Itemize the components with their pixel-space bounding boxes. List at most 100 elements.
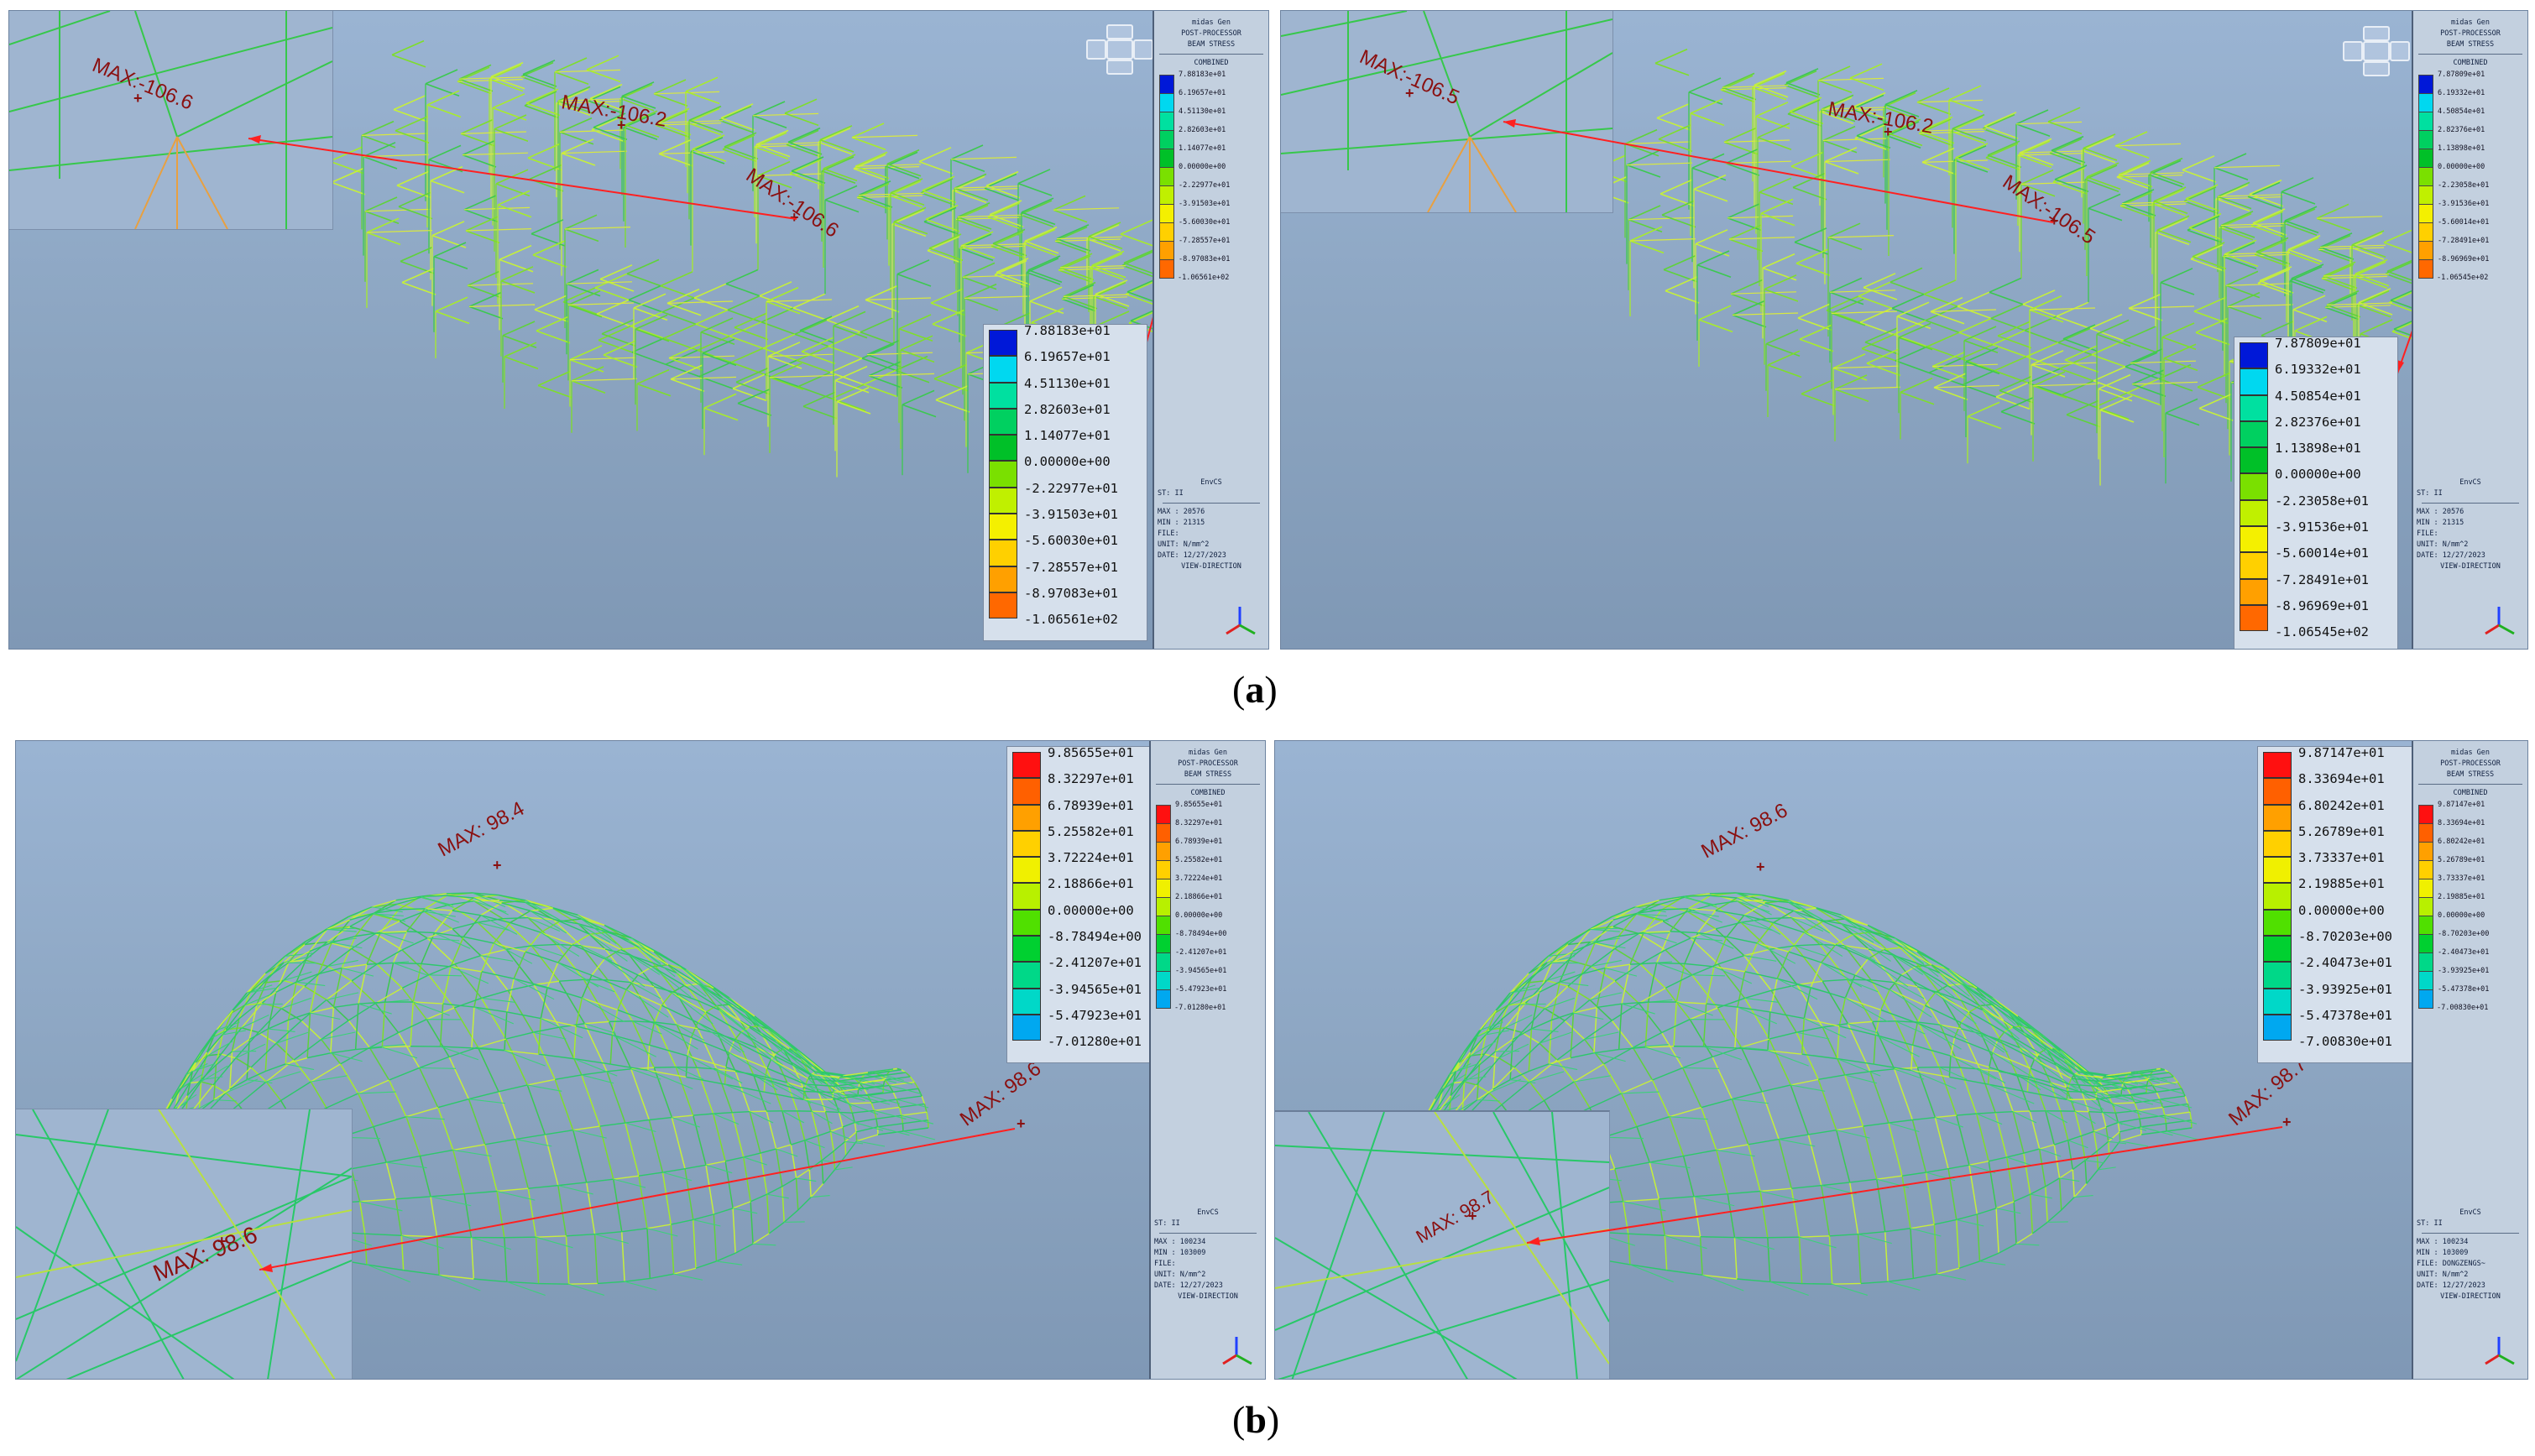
legend-row: -3.91503e+01 (989, 507, 1140, 540)
legend-row: 0.00000e+00 (2240, 467, 2391, 500)
legend-swatch (2240, 473, 2268, 500)
legend-swatch (2263, 752, 2292, 779)
mini-legend-value: 6.19332e+01 (2438, 89, 2485, 97)
legend-row: 6.19332e+01 (2240, 362, 2391, 395)
legend-value: -5.47923e+01 (1048, 1007, 1142, 1023)
legend-swatch (2240, 552, 2268, 579)
legend-swatch (2263, 857, 2292, 884)
mini-legend-swatch: -3.91503e+01 (1159, 200, 1230, 223)
max-element: MAX : 100234 (2417, 1238, 2469, 1246)
legend-row: -2.40473e+01 (2263, 955, 2414, 989)
loadcase: EnvCS (2459, 478, 2481, 487)
legend-value: -2.22977e+01 (1024, 480, 1118, 496)
viewport-a-right[interactable]: MAX:-106.5 + MAX:-106.2 + MAX:-106.5 + 7… (1280, 10, 2528, 650)
viewport-b-left[interactable]: MAX: 98.4 + MAX: 98.6 + MAX: 98.6 + 9.85… (15, 740, 1266, 1380)
legend-row: -7.28491e+01 (2240, 572, 2391, 605)
legend-row: 4.51130e+01 (989, 376, 1140, 409)
legend-value: -3.91503e+01 (1024, 507, 1118, 523)
legend-row: -5.47923e+01 (1012, 1008, 1163, 1041)
loadcase: EnvCS (1197, 1208, 1219, 1217)
legend-value: -1.06545e+02 (2275, 624, 2369, 640)
legend-row: -7.00830e+01 (2263, 1034, 2414, 1057)
mini-legend-value: 2.82603e+01 (1179, 126, 1226, 134)
mini-legend-swatch: -2.22977e+01 (1159, 181, 1230, 205)
date: DATE: 12/27/2023 (2417, 1281, 2485, 1290)
max-marker: + (790, 209, 799, 226)
mini-legend: 9.87147e+01 8.33694e+01 6.80242e+01 5.26789… (2418, 801, 2489, 1012)
date: DATE: 12/27/2023 (1154, 1281, 1223, 1290)
app-name: midas Gen (1191, 18, 1231, 27)
legend-row: 5.25582e+01 (1012, 824, 1163, 858)
legend-value: 2.19885e+01 (2298, 876, 2385, 892)
max-marker: + (1756, 858, 1765, 875)
result-type: BEAM STRESS (1187, 40, 1236, 49)
legend-row: -3.93925e+01 (2263, 982, 2414, 1015)
mini-legend-value: -8.96969e+01 (2438, 255, 2490, 264)
mini-legend-swatch: -8.70203e+00 (2418, 930, 2489, 953)
legend-row: -7.28557e+01 (989, 560, 1140, 592)
viewport-b-right[interactable]: MAX: 98.6 + MAX: 98.7 + MAX: 98.7 + 9.87… (1274, 740, 2528, 1380)
legend-swatch (2240, 578, 2268, 605)
legend-swatch (989, 435, 1017, 462)
loadcase: EnvCS (2459, 1208, 2481, 1217)
view-direction: VIEW-DIRECTION (1178, 1292, 1238, 1301)
view-navigation-cube[interactable] (2343, 26, 2410, 76)
mini-legend-swatch: 7.87809e+01 (2418, 70, 2485, 94)
legend-row: 1.14077e+01 (989, 428, 1140, 462)
mini-legend: 9.85655e+01 8.32297e+01 6.78939e+01 5.25582… (1156, 801, 1226, 1012)
legend-swatch (1012, 857, 1041, 884)
unit: UNIT: N/mm^2 (1154, 1271, 1206, 1279)
legend-swatch (2263, 936, 2292, 963)
mini-legend-value: 0.00000e+00 (1175, 911, 1223, 920)
mini-legend-value: -7.00830e+01 (2437, 1004, 2489, 1012)
mode: POST-PROCESSOR (1178, 759, 1238, 768)
max-marker: + (1405, 85, 1414, 102)
mini-legend-swatch: -2.40473e+01 (2418, 948, 2489, 972)
legend-row: 8.32297e+01 (1012, 771, 1163, 805)
legend-row: -1.06561e+02 (989, 612, 1140, 635)
mini-legend-swatch: -5.60014e+01 (2418, 218, 2489, 242)
mini-legend-value: 6.78939e+01 (1175, 838, 1223, 846)
legend-swatch (2240, 420, 2268, 448)
mini-legend-value: -8.97083e+01 (1179, 255, 1231, 264)
max-marker: + (2050, 212, 2059, 229)
app-name: midas Gen (2450, 18, 2491, 27)
mini-legend-swatch: 0.00000e+00 (2418, 163, 2485, 186)
legend-swatch (1012, 988, 1041, 1015)
component: COMBINED (2453, 789, 2488, 797)
legend-swatch (2240, 526, 2268, 553)
legend-row: -8.70203e+00 (2263, 929, 2414, 963)
max-marker: + (1468, 1208, 1477, 1224)
viewport-a-left[interactable]: MAX:-106.6 + MAX:-106.2 + MAX:-106.6 + 7… (8, 10, 1269, 650)
stress-legend-large: 9.85655e+01 8.32297e+01 6.78939e+01 5.25582… (1006, 745, 1171, 1064)
legend-value: 2.18866e+01 (1048, 876, 1134, 892)
caption-a: (a) (1232, 668, 1278, 711)
unit: UNIT: N/mm^2 (2417, 540, 2469, 549)
legend-row: 2.19885e+01 (2263, 876, 2414, 910)
max-marker: + (2282, 1114, 2292, 1130)
legend-swatch (2263, 909, 2292, 937)
max-marker: + (1884, 123, 1893, 140)
legend-value: -2.23058e+01 (2275, 493, 2369, 509)
view-navigation-cube[interactable] (1086, 24, 1153, 75)
legend-value: -3.91536e+01 (2275, 519, 2369, 535)
file: FILE: (1158, 530, 1179, 538)
legend-value: -5.47378e+01 (2298, 1007, 2392, 1023)
legend-row: -1.06545e+02 (2240, 624, 2391, 648)
mini-legend-swatch: 5.25582e+01 (1156, 856, 1222, 879)
mini-legend-swatch: 3.73337e+01 (2418, 874, 2485, 898)
legend-swatch (2240, 394, 2268, 421)
component: COMBINED (1194, 59, 1229, 67)
result-info: EnvCS ST: II MAX : 100234 MIN : 103009 F… (1154, 1208, 1262, 1302)
mini-legend-swatch: -3.93925e+01 (2418, 967, 2489, 990)
legend-swatch (989, 330, 1017, 357)
mini-legend-swatch: 2.82603e+01 (1159, 126, 1226, 149)
mini-legend-value: 0.00000e+00 (2438, 911, 2485, 920)
mini-legend-value: -7.28491e+01 (2438, 237, 2490, 245)
legend-swatch (1012, 1014, 1041, 1041)
stress-legend-large: 9.87147e+01 8.33694e+01 6.80242e+01 5.26789… (2257, 745, 2422, 1064)
mini-legend-swatch: 2.19885e+01 (2418, 893, 2485, 916)
mini-legend-value: -2.23058e+01 (2438, 181, 2490, 190)
mini-legend-swatch: 1.14077e+01 (1159, 144, 1226, 168)
legend-swatch (2263, 962, 2292, 989)
